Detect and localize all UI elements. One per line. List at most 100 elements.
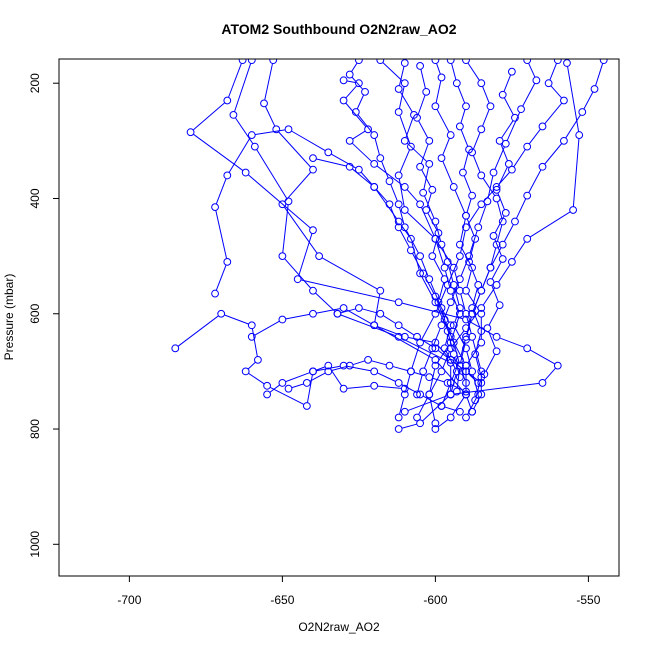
data-point [477,125,486,134]
series-segment [467,345,480,363]
series-segment [291,383,304,389]
data-point [223,257,232,266]
data-point [407,234,415,243]
series-segment [351,62,358,72]
chart-title: ATOM2 Southbound O2N2raw_AO2 [221,21,456,37]
series-segment [466,351,472,369]
data-point [431,344,440,353]
data-point [394,413,403,422]
data-point [416,269,424,278]
x-axis-label: O2N2raw_AO2 [298,620,380,634]
data-point [523,234,532,243]
series-segment [351,142,372,162]
series-segment [352,360,365,366]
data-point [471,234,480,243]
data-point [284,384,293,393]
data-point [532,76,541,85]
series-segment [400,91,413,113]
series-segment [248,372,265,385]
data-point [462,211,470,220]
data-series [345,59,464,382]
series-segment [402,302,463,320]
data-point [449,281,458,289]
series-segment [405,118,414,138]
data-point [599,59,608,65]
data-point [511,217,519,226]
data-point [413,332,421,341]
data-point [431,102,440,111]
data-series [431,59,486,416]
series-segment [529,211,571,238]
data-point [462,379,470,387]
data-series [452,59,608,396]
series-segment [282,204,289,253]
series-segment [460,259,469,277]
data-point [492,281,501,289]
series-segment [522,83,536,107]
data-point [324,148,333,157]
series-segment [442,138,450,155]
data-point [309,286,317,295]
data-point [483,197,492,206]
data-point [449,321,458,330]
data-point [247,59,256,65]
data-series [260,59,470,433]
series-segment [421,169,432,187]
series-segment [494,146,505,170]
series-segment [362,308,377,314]
data-point [468,304,477,312]
series-segment [426,193,432,207]
data-point [364,355,372,364]
data-point [370,159,379,168]
series-segment [376,165,403,186]
series-segment [417,374,423,392]
data-point [477,327,486,335]
data-point [553,59,562,65]
series-segment [381,161,389,179]
series-segment [371,360,387,366]
series-segment [467,397,477,415]
data-point [501,139,510,148]
data-point [394,171,403,180]
series-segment [528,63,536,78]
series-segment [254,320,280,336]
series-segment [265,106,276,127]
data-series [413,62,461,399]
series-segment [424,195,435,219]
data-point [538,162,547,171]
series-segment [412,253,422,271]
series-segment [247,361,256,370]
series-segment [346,309,372,324]
data-point [434,229,443,237]
series-segment [565,114,581,139]
series-segment [406,189,419,202]
data-point [443,257,452,266]
series-segment [256,149,288,199]
data-point [217,309,226,318]
series-segment [472,293,481,311]
data-point [465,145,473,154]
data-point [477,390,486,399]
series-segment [442,386,450,403]
data-point [492,183,501,191]
data-point [517,105,525,114]
series-segment [482,178,496,196]
data-point [354,304,363,312]
data-point [455,275,464,284]
x-tick-label: -550 [576,593,600,607]
data-point [394,321,403,330]
series-segment [432,377,445,383]
series-segment [475,380,481,397]
series-segment [472,155,481,173]
data-point [498,240,507,249]
data-point [250,142,259,151]
series-segment [407,212,434,237]
data-point [229,111,238,119]
series-segment [472,132,481,150]
series-segment [467,206,480,225]
series-segment [437,362,464,393]
series-segment [482,109,490,127]
series-segment [316,158,347,167]
data-point [575,131,584,139]
data-point [416,162,424,171]
